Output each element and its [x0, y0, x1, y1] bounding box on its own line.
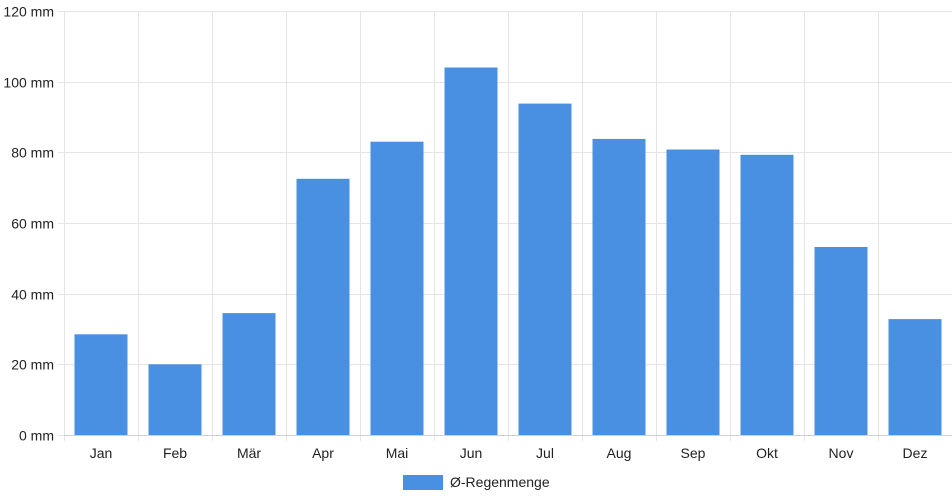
bar-feb[interactable]: [148, 364, 202, 435]
x-tick-label: Apr: [312, 445, 334, 461]
bar-apr[interactable]: [296, 178, 350, 436]
y-tick-label: 20 mm: [11, 357, 54, 373]
x-tick-label: Nov: [829, 445, 854, 461]
bar-mär[interactable]: [222, 313, 276, 435]
x-tick-label: Mai: [386, 445, 409, 461]
x-tick-label: Aug: [607, 445, 632, 461]
x-tick-label: Sep: [681, 445, 706, 461]
x-tick-label: Feb: [163, 445, 187, 461]
y-tick-label: 0 mm: [19, 428, 54, 444]
y-tick-label: 80 mm: [11, 145, 54, 161]
bar-dez[interactable]: [888, 319, 942, 435]
axis-layer: 0 mm 20 mm 40 mm 60 mm 80 mm 100 mm 120 mm Jan F…: [3, 4, 952, 461]
x-tick-label: Dez: [903, 445, 928, 461]
bar-sep[interactable]: [666, 149, 720, 436]
bar-jun[interactable]: [444, 67, 498, 436]
bar-jul[interactable]: [518, 103, 572, 435]
legend[interactable]: Ø-Regenmenge: [403, 474, 550, 490]
x-tick-label: Okt: [756, 445, 778, 461]
bar-aug[interactable]: [592, 138, 646, 435]
legend-label[interactable]: Ø-Regenmenge: [450, 474, 550, 490]
y-tick-label: 100 mm: [3, 75, 54, 91]
x-tick-label: Jun: [460, 445, 483, 461]
bar-okt[interactable]: [740, 154, 794, 436]
bar-mai[interactable]: [370, 141, 424, 435]
bars-layer: [74, 67, 942, 436]
x-tick-label: Jul: [536, 445, 554, 461]
y-tick-label: 40 mm: [11, 287, 54, 303]
x-tick-label: Jan: [90, 445, 113, 461]
x-tick-label: Mär: [237, 445, 261, 461]
y-tick-label: 120 mm: [3, 4, 54, 20]
grid-layer: [58, 11, 952, 441]
y-tick-label: 60 mm: [11, 216, 54, 232]
bar-nov[interactable]: [814, 247, 868, 435]
legend-swatch[interactable]: [403, 475, 443, 490]
bar-jan[interactable]: [74, 334, 128, 435]
